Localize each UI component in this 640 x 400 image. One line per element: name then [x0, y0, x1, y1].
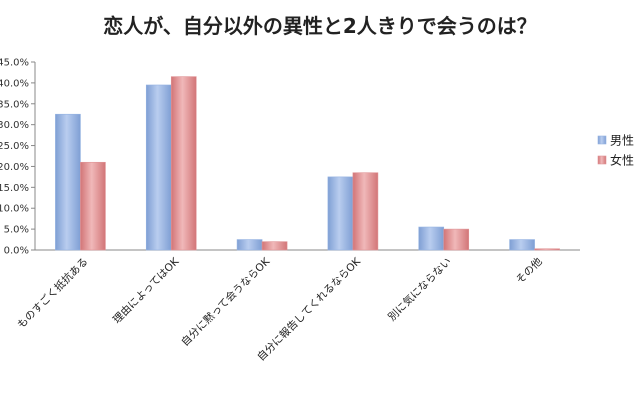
bar-female-5 — [534, 248, 560, 251]
y-tick-label: 35.0% — [0, 99, 29, 110]
bar-male-1 — [145, 84, 172, 251]
bar-female-1 — [170, 76, 197, 251]
bar-male-5 — [509, 239, 535, 251]
y-tick-label: 15.0% — [0, 183, 29, 194]
bar-female-2 — [261, 241, 288, 251]
x-category-label: 別に気にならない — [385, 255, 454, 324]
chart-title: 恋人が、自分以外の異性と2人きりで会うのは？ — [103, 14, 537, 38]
bar-male-4 — [418, 226, 445, 251]
legend-label-male: 男性 — [610, 134, 634, 148]
x-category-label: その他 — [513, 255, 545, 287]
x-category-label: 理由によってはOK — [110, 254, 182, 326]
legend-swatch-female — [597, 155, 607, 165]
x-category-label: 自分に黙って会うならOK — [178, 254, 273, 349]
x-category-label: 自分に報告してくれるならOK — [254, 254, 363, 363]
y-tick-label: 0.0% — [4, 246, 29, 257]
bar-male-3 — [327, 176, 354, 251]
y-tick-label: 20.0% — [0, 162, 29, 173]
bar-female-4 — [443, 228, 470, 251]
bar-female-0 — [80, 161, 106, 251]
y-tick-label: 40.0% — [0, 78, 29, 89]
y-tick-label: 10.0% — [0, 204, 29, 215]
bar-female-3 — [352, 172, 379, 251]
y-tick-label: 5.0% — [4, 225, 29, 236]
bar-male-0 — [55, 113, 81, 251]
legend-swatch-male — [597, 135, 607, 145]
y-tick-label: 30.0% — [0, 120, 29, 131]
legend-label-female: 女性 — [610, 153, 634, 168]
x-category-label: ものすごく抵抗ある — [15, 255, 91, 331]
y-tick-label: 45.0% — [0, 58, 29, 69]
bar-male-2 — [236, 239, 263, 251]
y-tick-label: 25.0% — [0, 141, 29, 152]
